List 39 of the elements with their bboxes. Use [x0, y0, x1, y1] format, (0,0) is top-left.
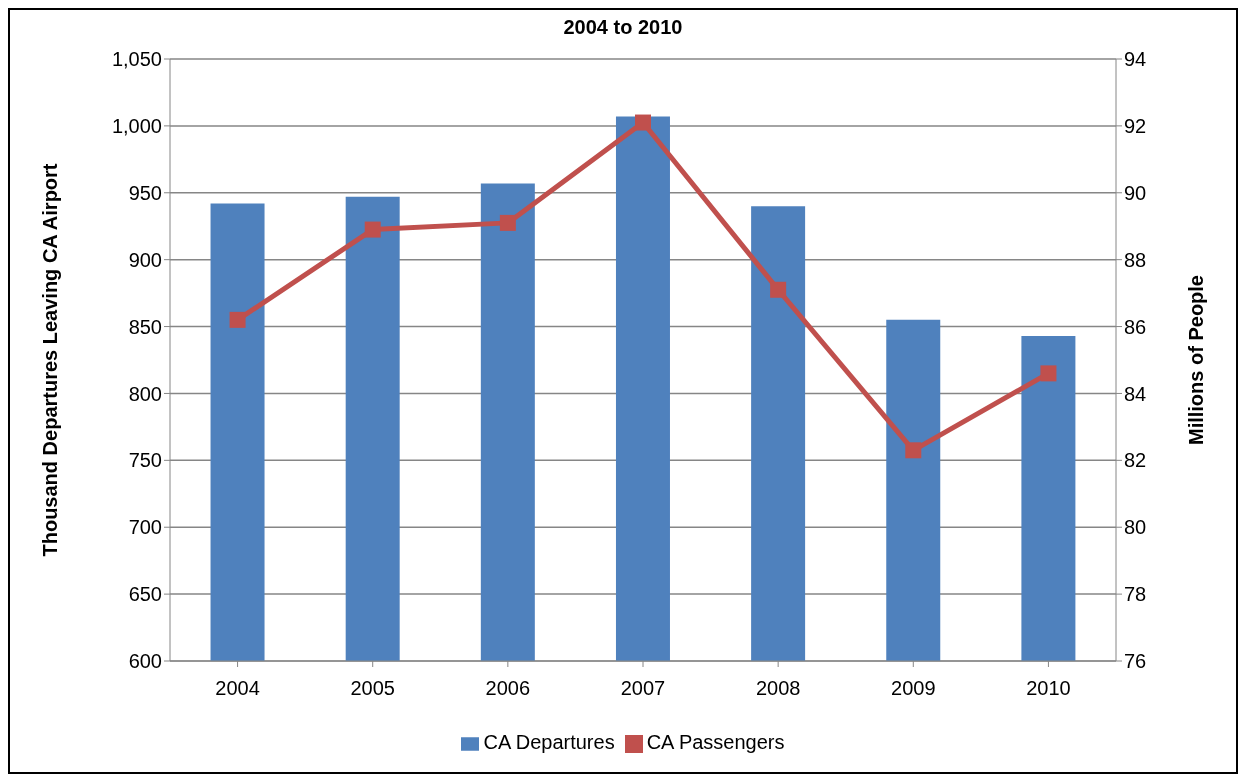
point — [905, 442, 922, 459]
y-tick-label: 1,000 — [111, 114, 162, 137]
y-tick-label: 1,050 — [111, 48, 162, 71]
y-tick-label: 900 — [128, 248, 162, 271]
point — [499, 214, 516, 231]
y-tick-label: 750 — [128, 449, 162, 472]
y-tick-label: 650 — [128, 583, 162, 606]
x-tick-label: 2010 — [1026, 677, 1071, 700]
y2-tick-label: 94 — [1124, 48, 1147, 71]
y-axis-title: Thousand Departures Leaving CA Airport — [39, 163, 62, 557]
y2-tick-label: 82 — [1124, 449, 1147, 472]
chart-title: 2004 to 2010 — [562, 16, 684, 39]
x-tick-label: 2006 — [485, 677, 531, 700]
point — [770, 281, 787, 298]
x-tick-label: 2005 — [350, 677, 395, 700]
y-tick-label: 600 — [128, 650, 162, 673]
y2-tick-label: 86 — [1124, 315, 1147, 338]
point — [364, 221, 381, 238]
y2-axis-title: Millions of People — [1185, 274, 1208, 446]
legend-label: CA Passengers — [646, 731, 785, 753]
y2-tick-label: 88 — [1124, 248, 1147, 271]
y-tick-label: 850 — [128, 315, 162, 338]
x-tick-label: 2009 — [891, 677, 936, 700]
point — [1040, 365, 1057, 382]
y-tick-label: 800 — [128, 382, 162, 405]
y2-tick-label: 80 — [1124, 516, 1147, 539]
point — [229, 311, 246, 328]
y2-tick-label: 76 — [1124, 650, 1147, 673]
y2-tick-label: 92 — [1124, 114, 1147, 137]
y2-tick-label: 84 — [1124, 382, 1147, 405]
legend-label: CA Departures — [483, 731, 615, 753]
x-tick-label: 2007 — [620, 677, 666, 700]
y-tick-label: 700 — [128, 516, 162, 539]
y2-tick-label: 78 — [1124, 583, 1147, 606]
point — [635, 114, 651, 131]
y2-tick-label: 90 — [1124, 181, 1147, 204]
y-tick-label: 950 — [128, 181, 162, 204]
x-tick-label: 2008 — [755, 677, 801, 700]
x-tick-label: 2004 — [215, 677, 260, 700]
